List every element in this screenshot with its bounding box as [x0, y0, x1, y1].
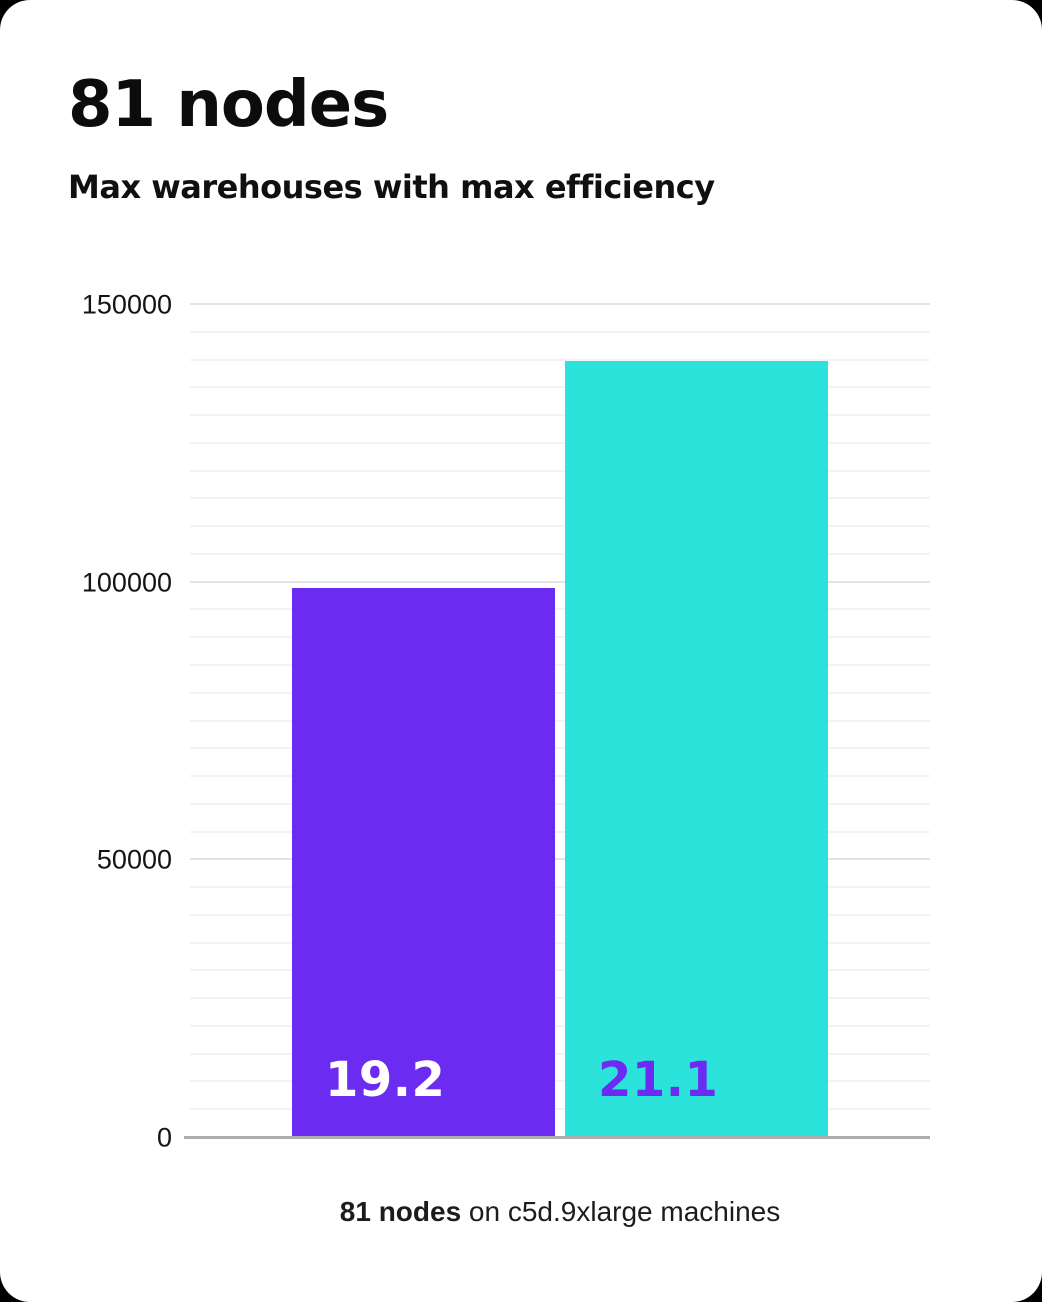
minor-gridline	[190, 414, 930, 417]
bar-value-label: 19.2	[325, 1052, 446, 1108]
minor-gridline	[190, 330, 930, 333]
minor-gridline	[190, 997, 930, 1000]
minor-gridline	[190, 691, 930, 694]
page-title: 81 nodes	[68, 68, 389, 142]
plot-area: 19.2 21.1	[184, 303, 930, 1139]
minor-gridline	[190, 747, 930, 750]
minor-gridline	[190, 469, 930, 472]
minor-gridline	[190, 608, 930, 611]
right-bar: 21.1	[565, 360, 828, 1138]
y-tick-label: 100000	[81, 567, 172, 598]
minor-gridline	[190, 802, 930, 805]
minor-gridline	[190, 636, 930, 639]
minor-gridline	[190, 886, 930, 889]
minor-gridline	[190, 386, 930, 389]
chart-subtitle: Max warehouses with max efficiency	[68, 168, 715, 206]
minor-gridline	[190, 969, 930, 972]
caption-bold: 81 nodes	[339, 1196, 462, 1227]
minor-gridline	[190, 941, 930, 944]
bars-container: 19.2 21.1	[190, 305, 930, 1138]
minor-gridline	[190, 1024, 930, 1027]
caption-rest: on c5d.9xlarge machines	[461, 1196, 781, 1227]
minor-gridline	[190, 719, 930, 722]
minor-gridline	[190, 830, 930, 833]
y-tick-label: 150000	[81, 289, 172, 320]
minor-gridline	[190, 1080, 930, 1083]
y-tick-label: 50000	[96, 844, 172, 875]
y-axis: 0 50000 100000 150000	[0, 290, 172, 1153]
minor-gridline	[190, 775, 930, 778]
minor-gridline	[190, 358, 930, 361]
minor-gridline	[190, 913, 930, 916]
minor-gridline	[190, 497, 930, 500]
x-axis-line	[184, 1136, 930, 1139]
minor-gridline	[190, 1052, 930, 1055]
minor-gridline	[190, 525, 930, 528]
minor-gridline	[190, 441, 930, 444]
major-gridline	[190, 858, 930, 861]
bar-value-label: 21.1	[598, 1052, 719, 1108]
major-gridline	[190, 580, 930, 583]
minor-gridline	[190, 1108, 930, 1111]
y-tick-label: 0	[156, 1122, 172, 1153]
chart-caption: 81 nodes on c5d.9xlarge machines	[190, 1196, 930, 1228]
left-bar: 19.2	[292, 588, 555, 1138]
minor-gridline	[190, 663, 930, 666]
major-gridline	[190, 303, 930, 305]
minor-gridline	[190, 552, 930, 555]
